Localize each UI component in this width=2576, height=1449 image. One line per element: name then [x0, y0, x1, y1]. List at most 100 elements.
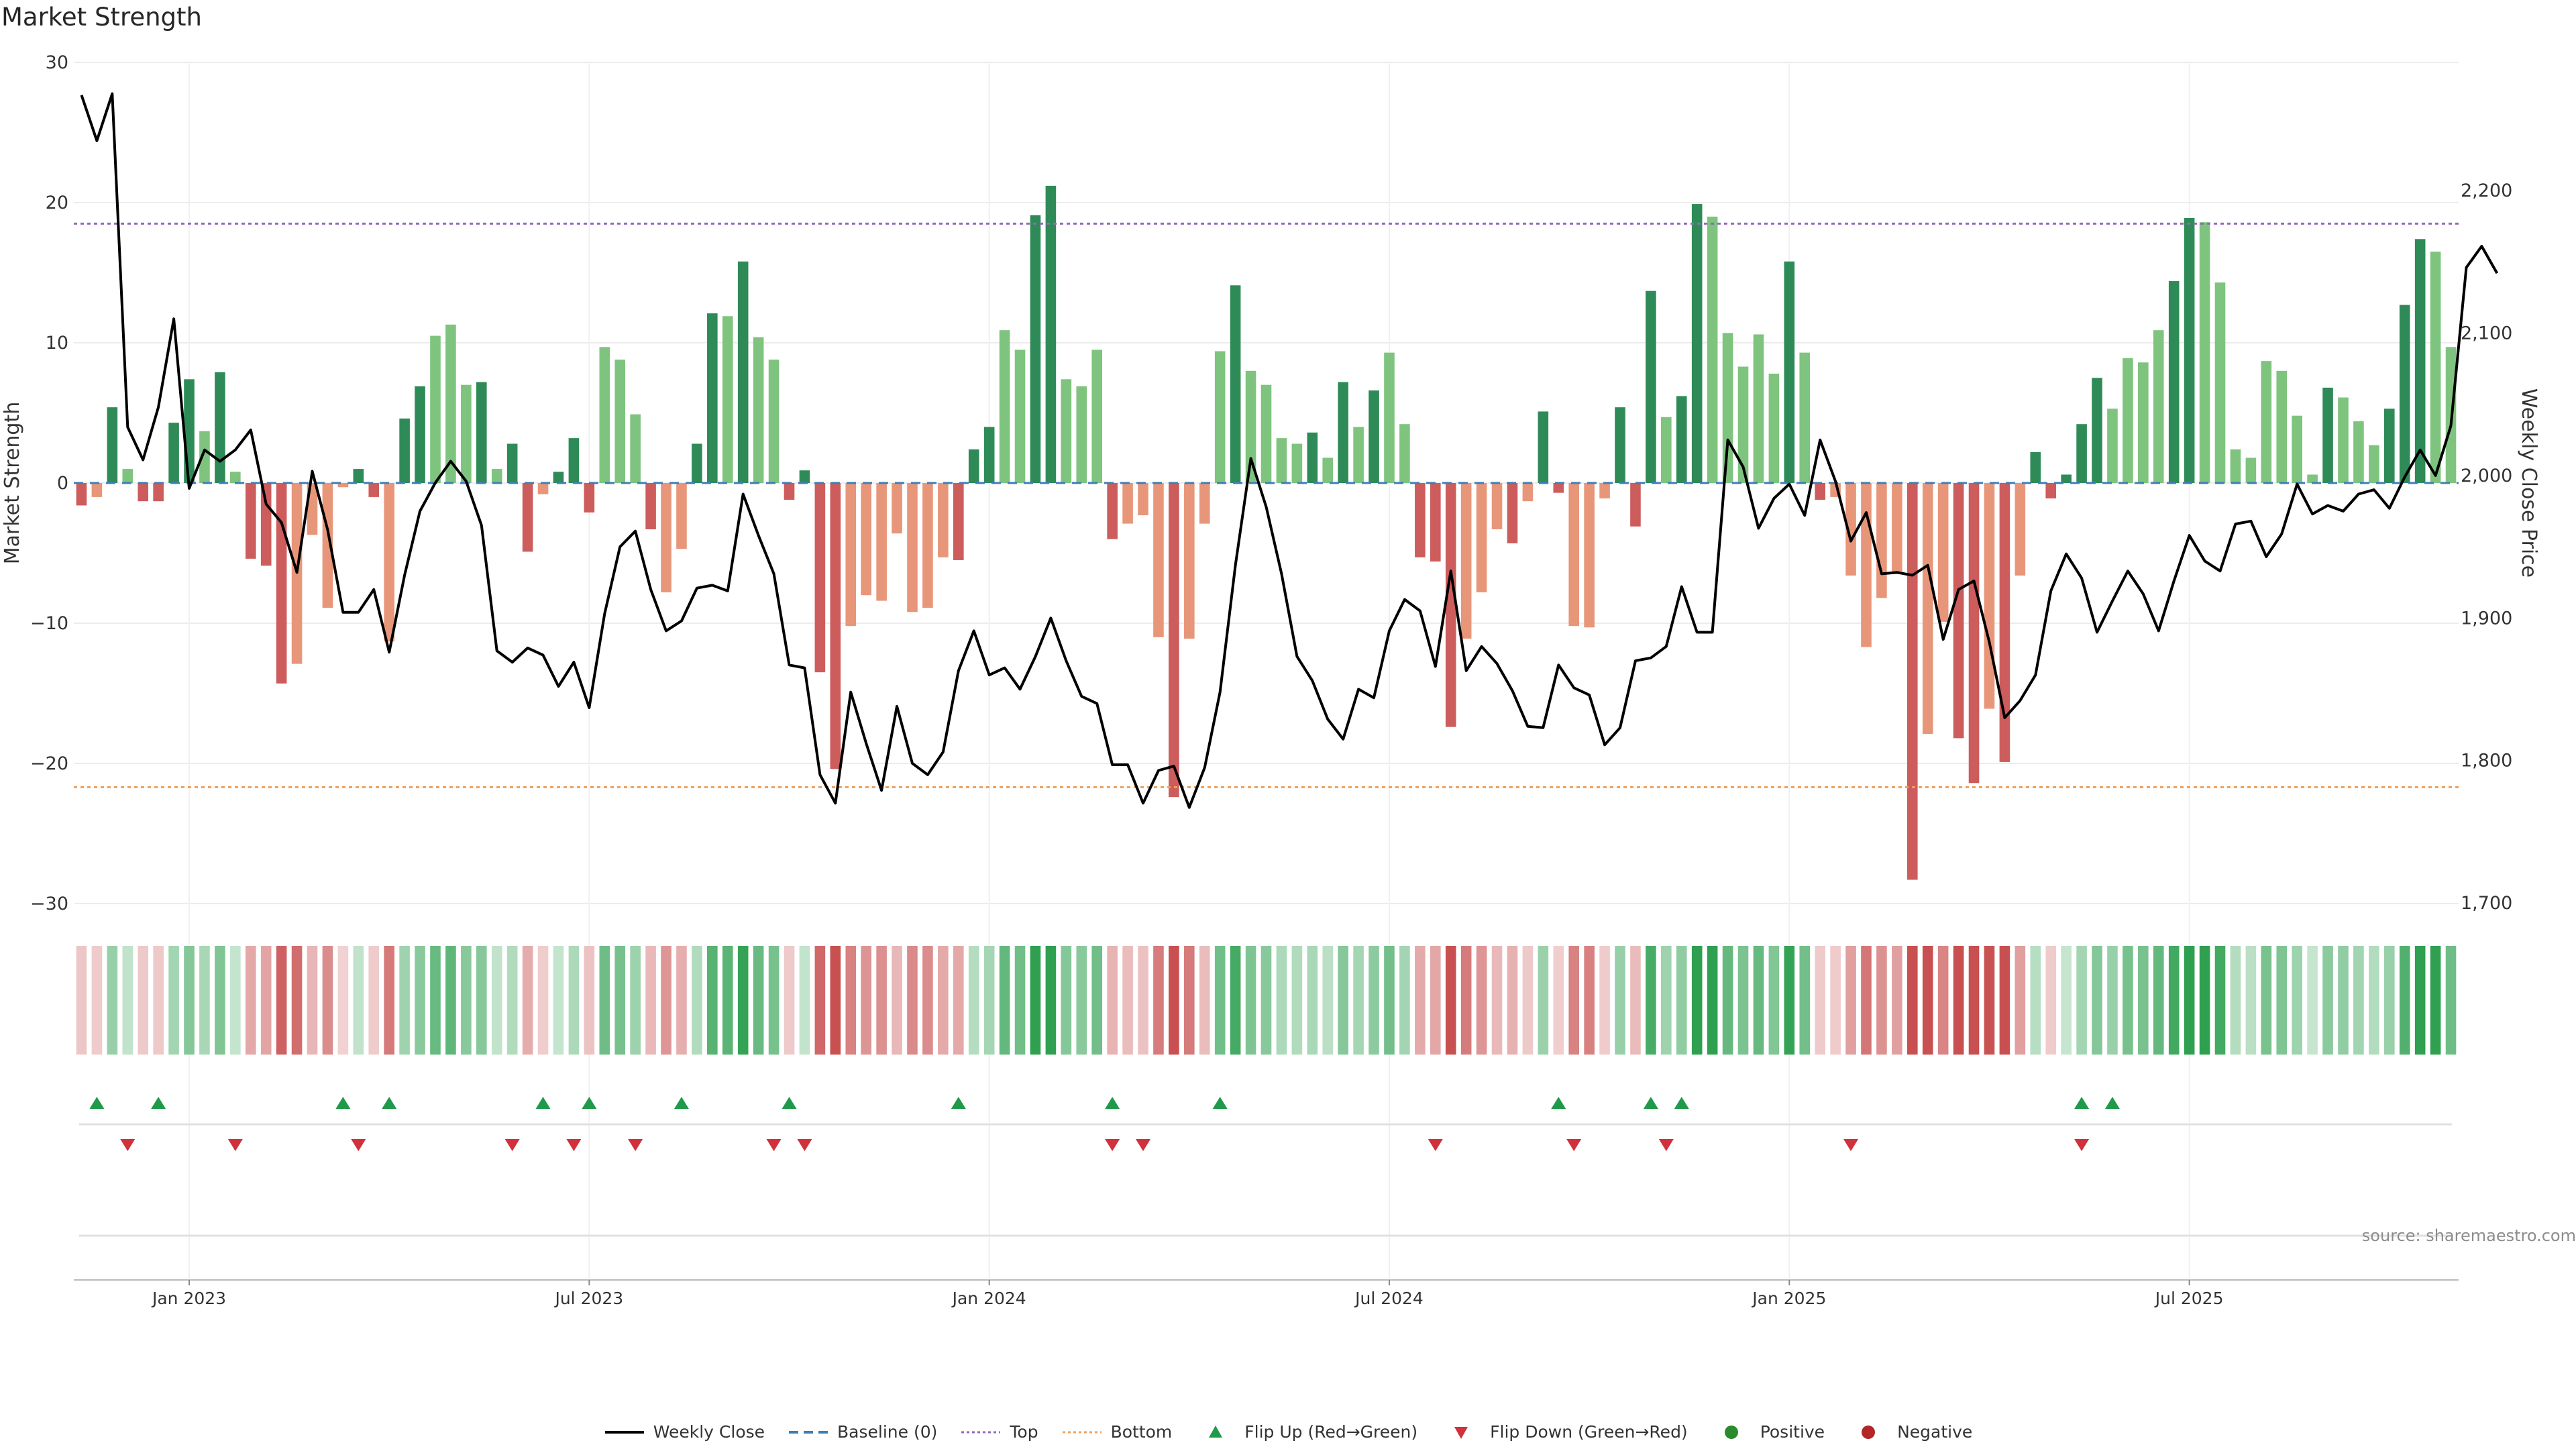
- heat-tile: [1937, 946, 1949, 1055]
- heat-tile: [1615, 946, 1625, 1055]
- heat-tile: [1291, 946, 1303, 1055]
- heat-tile: [2338, 946, 2349, 1055]
- strength-bar: [107, 407, 118, 483]
- strength-bar: [230, 472, 241, 483]
- strength-bar: [2076, 424, 2087, 483]
- heat-tile: [122, 946, 133, 1055]
- heat-tile: [1568, 946, 1580, 1055]
- heat-tile: [968, 946, 979, 1055]
- heat-tile: [1984, 946, 1995, 1055]
- strength-bar: [784, 483, 795, 500]
- strength-bar: [1538, 411, 1549, 483]
- heat-tile: [737, 946, 749, 1055]
- heat-tile: [1799, 946, 1811, 1055]
- flip-up-marker: [151, 1097, 166, 1109]
- strength-bar: [1030, 215, 1041, 483]
- heat-tile: [1522, 946, 1534, 1055]
- strength-bar: [1661, 417, 1672, 483]
- strength-bar: [1845, 483, 1856, 576]
- heat-tile: [1892, 946, 1902, 1055]
- heat-tile: [430, 946, 441, 1055]
- legend-item-bottom: Bottom: [1061, 1422, 1172, 1442]
- heat-tile: [322, 946, 333, 1055]
- strength-bar: [907, 483, 918, 612]
- heat-tile: [2092, 946, 2102, 1055]
- heat-tile: [2245, 946, 2257, 1055]
- strength-bar: [168, 423, 179, 483]
- left-axis-label: Market Strength: [1, 402, 24, 564]
- x-tick-label: Jul 2023: [553, 1289, 623, 1308]
- strength-bar: [430, 335, 441, 483]
- heat-tile: [876, 946, 887, 1055]
- heat-tile: [2061, 946, 2072, 1055]
- right-axis-label: Weekly Close Price: [2517, 388, 2540, 578]
- strength-bar: [260, 483, 272, 566]
- heat-tile: [76, 946, 87, 1055]
- heat-tile: [2353, 946, 2364, 1055]
- strength-bar: [553, 472, 564, 483]
- heat-tile: [184, 946, 195, 1055]
- heat-tile: [983, 946, 995, 1055]
- strength-bar: [1353, 427, 1364, 483]
- heat-tile: [291, 946, 303, 1055]
- strength-bar: [799, 470, 810, 483]
- heat-tile: [399, 946, 410, 1055]
- strength-bar: [876, 483, 887, 601]
- strength-bar: [1737, 366, 1749, 483]
- heat-tile: [2153, 946, 2164, 1055]
- heat-tile: [337, 946, 349, 1055]
- left-tick-label: −20: [30, 753, 68, 774]
- strength-bar: [1399, 424, 1410, 483]
- strength-bar: [1199, 483, 1210, 524]
- heat-tile: [1430, 946, 1441, 1055]
- strength-bar: [199, 431, 210, 483]
- heat-tile: [1260, 946, 1272, 1055]
- flip-markers: [79, 1097, 2452, 1151]
- reference-lines: [74, 222, 2459, 789]
- strength-bar: [1507, 483, 1518, 543]
- heat-tile: [2030, 946, 2041, 1055]
- strength-bar: [153, 483, 164, 502]
- heat-tile: [2138, 946, 2149, 1055]
- strength-bar: [1091, 350, 1103, 483]
- strength-bar: [2138, 362, 2149, 483]
- heat-tile: [784, 946, 795, 1055]
- heat-tile: [599, 946, 610, 1055]
- heat-tile: [1107, 946, 1118, 1055]
- strength-bar: [999, 330, 1010, 483]
- heat-tile: [522, 946, 533, 1055]
- strength-bar: [491, 469, 502, 483]
- x-tick-label: Jan 2023: [151, 1289, 226, 1308]
- strength-bar: [2261, 361, 2272, 483]
- strength-bar: [1430, 483, 1441, 562]
- strength-bar: [2199, 222, 2210, 483]
- flip-up-marker: [782, 1097, 797, 1109]
- strength-bar: [2123, 358, 2133, 483]
- right-tick-label: 2,100: [2461, 323, 2512, 344]
- strength-bar: [1245, 370, 1256, 483]
- weekly-close-line: [80, 92, 2499, 809]
- legend: Weekly Close Baseline (0) Top Bottom Flip Up…: [0, 1422, 2576, 1442]
- heat-tile: [1153, 946, 1164, 1055]
- heat-tile: [1907, 946, 1918, 1055]
- flip-up-marker: [1674, 1097, 1689, 1109]
- legend-label: Positive: [1760, 1422, 1825, 1442]
- heat-tile: [1276, 946, 1287, 1055]
- strength-bar: [1553, 483, 1564, 493]
- strength-bar: [122, 469, 133, 483]
- strength-bar: [1707, 216, 1718, 483]
- left-tick-label: 20: [46, 193, 68, 213]
- strength-bar: [1615, 407, 1625, 483]
- flip-down-marker: [227, 1139, 243, 1151]
- heat-tile: [2369, 946, 2379, 1055]
- strength-bar: [1384, 352, 1395, 483]
- heat-tile: [1861, 946, 1872, 1055]
- line-icon: [604, 1430, 644, 1434]
- strength-bar: [1799, 352, 1811, 483]
- heat-tile: [1845, 946, 1856, 1055]
- heat-tile: [1138, 946, 1148, 1055]
- heat-tile: [584, 946, 595, 1055]
- strength-bar: [1445, 483, 1456, 727]
- heat-tile: [2076, 946, 2087, 1055]
- tri-up-icon: [1209, 1425, 1223, 1438]
